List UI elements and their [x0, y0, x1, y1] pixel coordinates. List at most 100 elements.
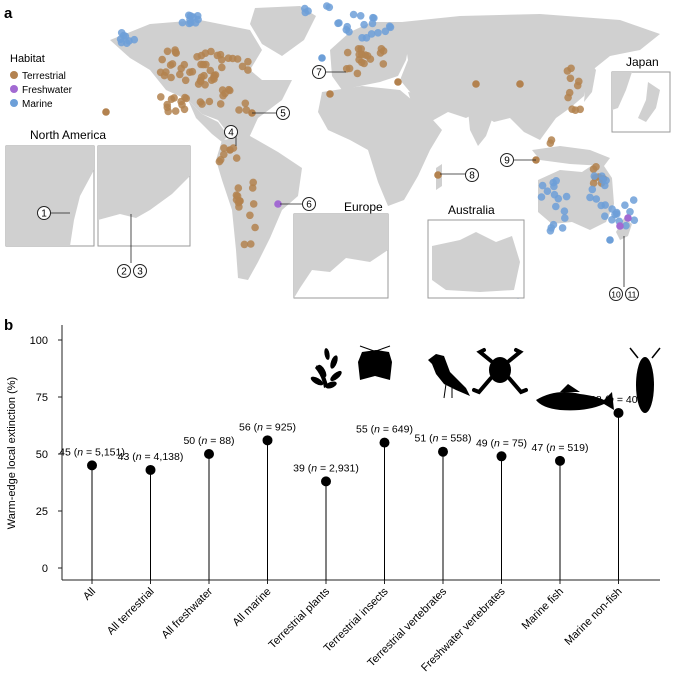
map-point: [248, 184, 257, 192]
map-point: [249, 200, 258, 208]
inset-australia: [427, 219, 525, 299]
lollipop-marker: [555, 455, 565, 466]
map-point: [234, 184, 243, 192]
map-point: [588, 185, 597, 194]
lollipop-marker: [379, 437, 390, 448]
map-point: [590, 172, 599, 180]
y-tick-label: 0: [42, 563, 48, 575]
map-point: [564, 93, 572, 102]
map-point: [176, 70, 184, 79]
map-point: [246, 211, 254, 220]
map-point: [168, 60, 177, 68]
map-point: [156, 68, 165, 77]
callout-circle-2: [117, 264, 131, 278]
frog-icon: [472, 348, 528, 395]
habitat-legend: Habitat Terrestrial Freshwater Marine: [4, 50, 82, 112]
x-tick-label: Marine fish: [520, 586, 567, 633]
map-point: [177, 97, 185, 106]
y-tick-label: 25: [36, 506, 48, 518]
map-point: [355, 50, 364, 59]
callout-6: 6: [306, 200, 312, 211]
leaf-icon: [310, 348, 342, 389]
map-point: [552, 177, 560, 185]
inset-label-north-america: North America: [30, 128, 106, 142]
callout-4: 4: [228, 128, 234, 139]
x-tick-label: Marine non-fish: [563, 586, 625, 648]
map-point: [566, 74, 575, 83]
map-point: [616, 222, 624, 230]
map-point: [626, 208, 634, 216]
map-point: [606, 236, 614, 244]
x-tick-label: All: [81, 586, 98, 603]
map-point: [597, 201, 605, 210]
map-point: [216, 100, 225, 108]
map-point: [228, 54, 237, 63]
map-point: [558, 224, 567, 232]
map-point: [210, 75, 218, 83]
map-point: [546, 227, 555, 235]
map-point: [345, 64, 354, 73]
inset-label-japan: Japan: [626, 55, 659, 69]
map-point: [244, 57, 252, 66]
map-point: [218, 63, 226, 72]
map-point: [158, 55, 166, 64]
map-point: [162, 68, 170, 76]
lollipop-marker: [613, 407, 624, 418]
map-point: [561, 214, 569, 222]
map-point: [238, 62, 247, 71]
map-point: [201, 49, 210, 57]
map-point: [301, 4, 309, 13]
lollipop-chart: Warm-edge local extinction (%) 0 25 50 75 10…: [6, 325, 661, 674]
map-point: [178, 18, 187, 27]
lollipop-marker: [496, 451, 507, 462]
map-point: [562, 192, 571, 201]
inset-north-america-west: [5, 145, 95, 247]
legend-label-terrestrial: Terrestrial: [22, 71, 66, 82]
map-point: [360, 20, 368, 29]
callout-circle-7: [312, 65, 326, 79]
legend-title: Habitat: [10, 53, 45, 65]
data-label: 49 (n = 75): [476, 437, 527, 449]
map-point: [622, 221, 630, 230]
inset-label-australia: Australia: [448, 203, 495, 217]
map-point: [102, 108, 110, 116]
callout-circle-9: [500, 153, 514, 167]
map-point: [180, 105, 189, 114]
map-point: [363, 52, 372, 60]
data-label: 50 (n = 88): [183, 435, 234, 447]
map-point: [193, 53, 201, 61]
y-tick-label: 100: [30, 335, 48, 347]
map-point: [370, 14, 378, 22]
y-tick-label: 50: [36, 449, 48, 461]
data-label: 39 (n = 2,931): [293, 462, 359, 474]
data-label: 43 (n = 4,138): [118, 451, 184, 463]
lollipop-stems: [91, 412, 619, 580]
site-callouts: 1 2 3 4 5 6 7 8 9 10 11: [37, 65, 639, 301]
map-point: [385, 22, 394, 31]
map-point: [612, 208, 621, 217]
x-tick-label: Terrestrial plants: [267, 585, 333, 651]
map-point: [550, 190, 559, 199]
x-tick-label: All marine: [231, 586, 274, 629]
map-point: [434, 171, 442, 179]
map-point: [163, 47, 172, 56]
lollipop-markers: [87, 407, 624, 487]
lollipop-marker: [262, 435, 273, 446]
map-point: [164, 107, 172, 116]
data-label: 55 (n = 649): [356, 424, 413, 436]
map-point: [621, 201, 629, 209]
map-point: [220, 144, 228, 152]
inset-europe: [293, 213, 389, 299]
y-axis-ticks: 0 25 50 75 100: [30, 335, 62, 575]
map-point: [323, 2, 331, 10]
y-axis-label: Warm-edge local extinction (%): [6, 377, 18, 529]
inset-label-europe: Europe: [344, 200, 383, 214]
map-point: [601, 212, 609, 220]
data-label: 51 (n = 558): [415, 433, 472, 445]
panel-b-label: b: [4, 317, 13, 334]
callout-9: 9: [504, 156, 510, 167]
x-axis-ticks: All All terrestrial All freshwater All mari…: [81, 580, 625, 674]
map-point: [379, 60, 388, 68]
inset-north-america-east: [97, 145, 191, 247]
x-tick-label: Terrestrial insects: [322, 585, 391, 654]
